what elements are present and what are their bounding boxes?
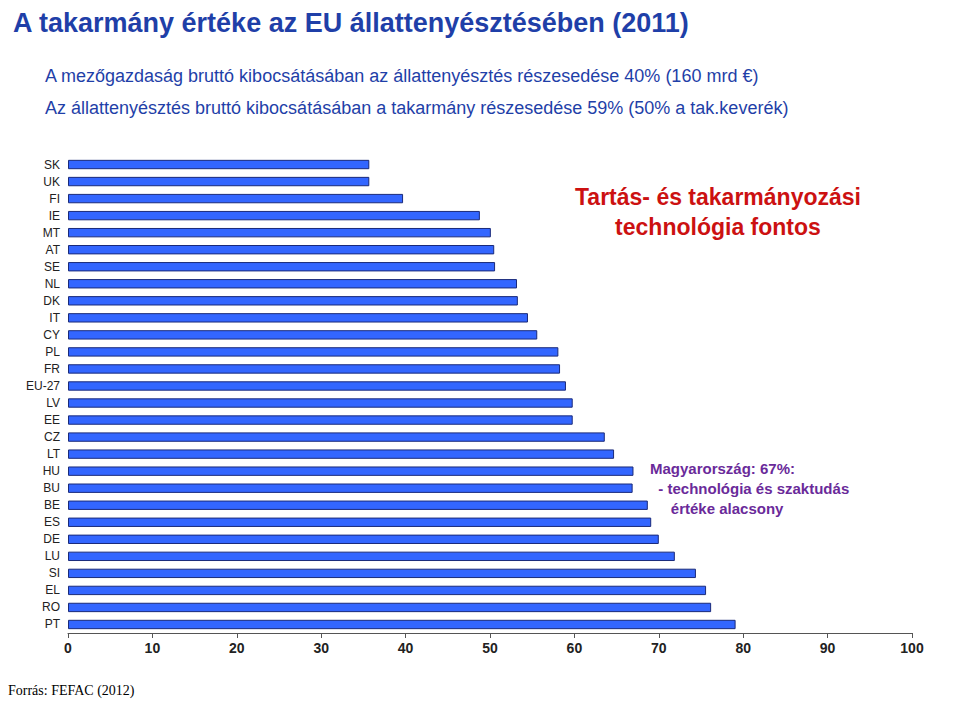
svg-text:AT: AT bbox=[46, 243, 61, 257]
svg-text:RO: RO bbox=[42, 600, 60, 614]
svg-text:DK: DK bbox=[43, 294, 60, 308]
svg-text:CY: CY bbox=[43, 328, 60, 342]
svg-text:Magyarország: 67%:: Magyarország: 67%: bbox=[650, 460, 795, 477]
svg-text:0: 0 bbox=[64, 640, 72, 656]
svg-text:HU: HU bbox=[43, 464, 60, 478]
svg-text:CZ: CZ bbox=[44, 430, 60, 444]
svg-text:Az állattenyésztés bruttó kibo: Az állattenyésztés bruttó kibocsátásában… bbox=[45, 98, 788, 118]
svg-text:100: 100 bbox=[900, 640, 924, 656]
svg-text:technológia fontos: technológia fontos bbox=[615, 214, 821, 240]
svg-text:LU: LU bbox=[45, 549, 60, 563]
svg-text:- technológia és szaktudás: - technológia és szaktudás bbox=[650, 480, 849, 497]
svg-text:EL: EL bbox=[45, 583, 60, 597]
svg-text:értéke alacsony: értéke alacsony bbox=[650, 500, 784, 517]
svg-text:LT: LT bbox=[47, 447, 61, 461]
svg-text:FI: FI bbox=[49, 192, 60, 206]
svg-text:30: 30 bbox=[313, 640, 329, 656]
svg-text:ES: ES bbox=[44, 515, 60, 529]
svg-text:A mezőgazdaság bruttó kibocsát: A mezőgazdaság bruttó kibocsátásában az … bbox=[45, 66, 758, 86]
svg-text:FR: FR bbox=[44, 362, 60, 376]
svg-text:SI: SI bbox=[49, 566, 60, 580]
svg-text:SE: SE bbox=[44, 260, 60, 274]
svg-text:60: 60 bbox=[567, 640, 583, 656]
svg-text:50: 50 bbox=[482, 640, 498, 656]
svg-text:PL: PL bbox=[45, 345, 60, 359]
svg-text:90: 90 bbox=[820, 640, 836, 656]
svg-text:UK: UK bbox=[43, 175, 60, 189]
svg-text:Tartás- és takarmányozási: Tartás- és takarmányozási bbox=[575, 184, 861, 210]
svg-text:IT: IT bbox=[49, 311, 60, 325]
svg-text:SK: SK bbox=[44, 158, 60, 172]
svg-text:DE: DE bbox=[43, 532, 60, 546]
svg-text:40: 40 bbox=[398, 640, 414, 656]
svg-text:LV: LV bbox=[46, 396, 60, 410]
svg-text:PT: PT bbox=[45, 617, 61, 631]
svg-text:BE: BE bbox=[44, 498, 60, 512]
svg-text:IE: IE bbox=[49, 209, 60, 223]
svg-text:NL: NL bbox=[45, 277, 61, 291]
svg-text:EE: EE bbox=[44, 413, 60, 427]
svg-text:10: 10 bbox=[145, 640, 161, 656]
svg-text:80: 80 bbox=[735, 640, 751, 656]
svg-text:BU: BU bbox=[43, 481, 60, 495]
svg-text:EU-27: EU-27 bbox=[26, 379, 60, 393]
svg-text:20: 20 bbox=[229, 640, 245, 656]
svg-text:70: 70 bbox=[651, 640, 667, 656]
svg-text:A takarmány értéke az EU állat: A takarmány értéke az EU állattenyésztés… bbox=[13, 8, 689, 38]
svg-text:Forrás: FEFAC (2012): Forrás: FEFAC (2012) bbox=[8, 683, 135, 699]
svg-text:MT: MT bbox=[43, 226, 61, 240]
